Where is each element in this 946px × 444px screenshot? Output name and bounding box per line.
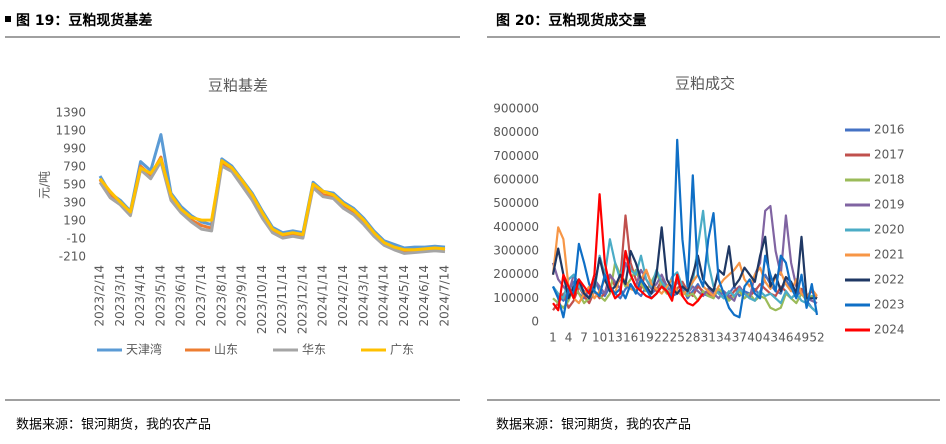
x-tick-label: 22 bbox=[654, 331, 669, 345]
y-tick-label: 590 bbox=[63, 178, 86, 192]
x-tick-label: 43 bbox=[763, 331, 778, 345]
x-tick-label: 2023/2/14 bbox=[93, 265, 107, 327]
x-tick-label: 25 bbox=[670, 331, 685, 345]
x-tick-label: 40 bbox=[747, 331, 762, 345]
y-tick-label: -10 bbox=[66, 232, 86, 246]
y-tick-label: 700000 bbox=[493, 149, 539, 163]
y-tick-label: 600000 bbox=[493, 173, 539, 187]
x-tick-label: 2023/4/14 bbox=[133, 265, 147, 327]
y-tick-label: 390 bbox=[63, 196, 86, 210]
x-tick-label: 2023/10/14 bbox=[255, 265, 269, 334]
x-tick-label: 2023/12/14 bbox=[295, 265, 309, 334]
y-tick-label: 500000 bbox=[493, 196, 539, 210]
series-line bbox=[98, 160, 446, 255]
legend-label: 2021 bbox=[874, 248, 905, 262]
legend-label: 2024 bbox=[874, 323, 905, 337]
x-tick-label: 2024/3/14 bbox=[356, 265, 370, 327]
source-note: 数据来源：银河期货，我的农产品 bbox=[496, 417, 691, 433]
legend-label: 2017 bbox=[874, 148, 905, 162]
legend-label: 2018 bbox=[874, 173, 905, 187]
y-tick-label: -210 bbox=[59, 250, 86, 264]
x-tick-label: 2023/5/14 bbox=[153, 265, 167, 327]
x-tick-label: 2024/7/14 bbox=[438, 265, 452, 327]
legend-label: 2023 bbox=[874, 298, 905, 312]
x-tick-label: 46 bbox=[778, 331, 793, 345]
x-tick-label: 2023/8/14 bbox=[214, 265, 228, 327]
y-tick-label: 1190 bbox=[55, 124, 86, 138]
x-tick-label: 2023/6/14 bbox=[174, 265, 188, 327]
x-tick-label: 2024/6/14 bbox=[417, 265, 431, 327]
legend-label: 2019 bbox=[874, 198, 905, 212]
y-tick-label: 190 bbox=[63, 214, 86, 228]
series-line bbox=[551, 138, 819, 319]
legend-label: 2016 bbox=[874, 123, 905, 137]
x-tick-label: 28 bbox=[685, 331, 700, 345]
x-tick-label: 31 bbox=[701, 331, 716, 345]
figure-caption: 图 20：豆粕现货成交量 bbox=[496, 12, 646, 29]
x-tick-label: 7 bbox=[580, 331, 588, 345]
bullet bbox=[5, 16, 11, 22]
x-tick-label: 2023/11/14 bbox=[275, 265, 289, 334]
y-axis-label: 元/吨 bbox=[38, 171, 52, 199]
x-tick-label: 2024/5/14 bbox=[397, 265, 411, 327]
x-tick-label: 2024/4/14 bbox=[377, 265, 391, 327]
x-tick-label: 52 bbox=[809, 331, 824, 345]
legend-label: 2020 bbox=[874, 223, 905, 237]
y-tick-label: 900000 bbox=[493, 102, 539, 116]
y-tick-label: 790 bbox=[63, 160, 86, 174]
y-tick-label: 100000 bbox=[493, 291, 539, 305]
x-tick-label: 4 bbox=[565, 331, 573, 345]
y-tick-label: 0 bbox=[531, 315, 539, 329]
legend-label: 2022 bbox=[874, 273, 905, 287]
legend-label: 山东 bbox=[214, 343, 238, 357]
x-tick-label: 2023/9/14 bbox=[235, 265, 249, 327]
y-tick-label: 1390 bbox=[55, 106, 86, 120]
x-tick-label: 13 bbox=[607, 331, 622, 345]
x-tick-label: 37 bbox=[732, 331, 747, 345]
figure-caption: 图 19：豆粕现货基差 bbox=[16, 12, 152, 29]
x-tick-label: 1 bbox=[549, 331, 557, 345]
x-tick-label: 2023/7/14 bbox=[194, 265, 208, 327]
x-tick-label: 2024/2/14 bbox=[336, 265, 350, 327]
y-tick-label: 990 bbox=[63, 142, 86, 156]
x-tick-label: 34 bbox=[716, 331, 731, 345]
legend-label: 华东 bbox=[302, 343, 326, 357]
y-tick-label: 300000 bbox=[493, 244, 539, 258]
x-tick-label: 49 bbox=[794, 331, 809, 345]
x-tick-label: 19 bbox=[639, 331, 654, 345]
series-line bbox=[98, 157, 446, 252]
y-tick-label: 400000 bbox=[493, 220, 539, 234]
x-tick-label: 10 bbox=[592, 331, 607, 345]
chart-title: 豆粕成交 bbox=[675, 75, 735, 93]
legend-label: 广东 bbox=[390, 343, 414, 357]
source-note: 数据来源：银河期货，我的农产品 bbox=[16, 417, 211, 433]
y-tick-label: 800000 bbox=[493, 125, 539, 139]
x-tick-label: 2024/1/14 bbox=[316, 265, 330, 327]
x-tick-label: 2023/3/14 bbox=[113, 265, 127, 327]
legend-label: 天津湾 bbox=[126, 342, 162, 357]
x-tick-label: 16 bbox=[623, 331, 638, 345]
y-tick-label: 200000 bbox=[493, 267, 539, 281]
chart-title: 豆粕基差 bbox=[208, 77, 268, 95]
series-line bbox=[552, 193, 704, 312]
